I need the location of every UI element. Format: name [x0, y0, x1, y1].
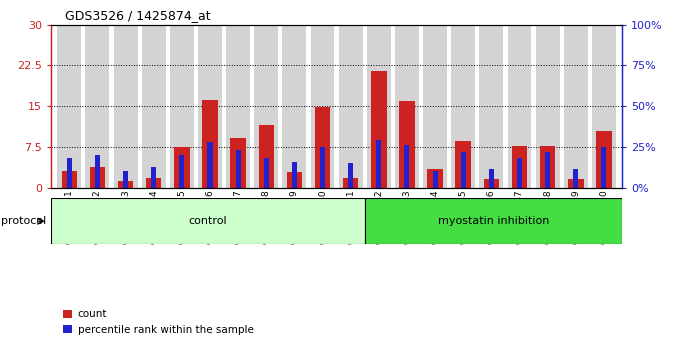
Text: GDS3526 / 1425874_at: GDS3526 / 1425874_at — [65, 9, 210, 22]
Bar — [264, 158, 269, 188]
Bar — [460, 152, 466, 188]
Text: protocol: protocol — [1, 216, 46, 226]
Bar — [123, 171, 128, 188]
Bar — [507, 25, 532, 188]
Bar — [258, 125, 274, 188]
Bar — [601, 147, 607, 188]
Bar — [343, 178, 358, 188]
Bar — [339, 25, 362, 188]
Bar — [512, 146, 527, 188]
Bar — [432, 171, 438, 188]
Bar — [364, 198, 622, 244]
Bar — [540, 146, 556, 188]
Bar — [479, 25, 503, 188]
Bar — [545, 152, 550, 188]
Bar — [315, 107, 330, 188]
Bar — [202, 100, 218, 188]
Bar — [67, 158, 72, 188]
Text: control: control — [188, 216, 227, 226]
Bar — [536, 25, 560, 188]
Bar — [320, 147, 325, 188]
Bar — [564, 25, 588, 188]
Bar — [51, 198, 364, 244]
Bar — [483, 179, 499, 188]
Bar — [517, 158, 522, 188]
Bar — [423, 25, 447, 188]
Bar — [62, 171, 77, 188]
Bar — [573, 169, 578, 188]
Bar — [226, 25, 250, 188]
Bar — [90, 167, 105, 188]
Bar — [254, 25, 278, 188]
Bar — [95, 155, 100, 188]
Bar — [452, 25, 475, 188]
Bar — [118, 181, 133, 188]
Bar — [376, 141, 381, 188]
Bar — [180, 155, 184, 188]
Bar — [427, 169, 443, 188]
Bar — [207, 142, 213, 188]
Bar — [311, 25, 335, 188]
Bar — [371, 71, 386, 188]
Bar — [141, 25, 166, 188]
Text: myostatin inhibition: myostatin inhibition — [438, 216, 549, 226]
Bar — [367, 25, 391, 188]
Bar — [57, 25, 81, 188]
Bar — [292, 161, 297, 188]
Bar — [146, 178, 161, 188]
Bar — [231, 138, 246, 188]
Bar — [348, 163, 353, 188]
Bar — [282, 25, 307, 188]
Legend: count, percentile rank within the sample: count, percentile rank within the sample — [63, 309, 254, 335]
Bar — [151, 167, 156, 188]
Bar — [405, 145, 409, 188]
Bar — [170, 25, 194, 188]
Bar — [456, 142, 471, 188]
Bar — [235, 150, 241, 188]
Bar — [489, 169, 494, 188]
Bar — [114, 25, 137, 188]
Bar — [592, 25, 616, 188]
Bar — [287, 172, 302, 188]
Bar — [395, 25, 419, 188]
Bar — [198, 25, 222, 188]
Bar — [596, 131, 611, 188]
Bar — [568, 179, 583, 188]
Bar — [174, 147, 190, 188]
Bar — [86, 25, 109, 188]
Bar — [399, 101, 415, 188]
